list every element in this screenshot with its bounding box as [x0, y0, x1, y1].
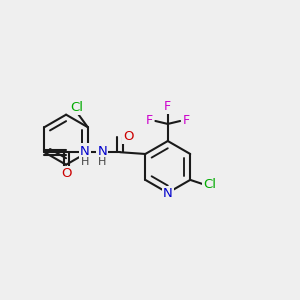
Text: N: N [98, 145, 107, 158]
Text: F: F [182, 115, 190, 128]
Text: O: O [61, 167, 72, 180]
Text: N: N [80, 145, 90, 158]
Text: H: H [98, 157, 106, 167]
Text: Cl: Cl [203, 178, 216, 191]
Text: O: O [123, 130, 134, 143]
Text: F: F [164, 100, 171, 113]
Text: F: F [146, 115, 153, 128]
Text: H: H [81, 157, 89, 167]
Text: N: N [163, 187, 173, 200]
Text: Cl: Cl [70, 101, 83, 114]
